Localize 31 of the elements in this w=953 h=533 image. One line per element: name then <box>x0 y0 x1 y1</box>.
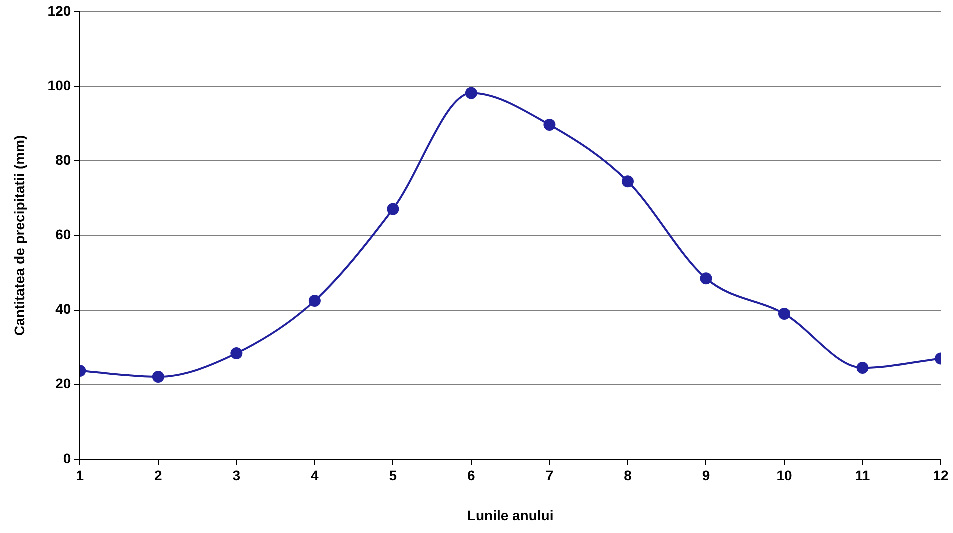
point <box>387 203 400 216</box>
x-tick-label: 8 <box>624 468 632 484</box>
y-axis-title: Cantitatea de precipitatii (mm) <box>11 135 28 336</box>
x-axis-title: Lunile anului <box>467 507 554 524</box>
point <box>230 348 243 360</box>
y-tick-label: 100 <box>48 77 72 94</box>
point <box>544 118 556 131</box>
point <box>856 362 869 374</box>
y-tick-label: 80 <box>56 152 72 168</box>
x-tick-label: 5 <box>389 468 398 484</box>
x-tick-label: 7 <box>546 468 554 484</box>
point <box>465 87 478 100</box>
x-tick-label: 11 <box>855 468 870 484</box>
point <box>778 308 790 320</box>
point <box>152 371 164 384</box>
point <box>622 176 634 188</box>
y-tick-label: 40 <box>56 301 72 318</box>
x-tick-label: 4 <box>311 468 320 484</box>
y-tick-label: 60 <box>56 226 72 243</box>
point <box>308 294 321 307</box>
x-tick-label: 12 <box>933 468 949 484</box>
point <box>700 272 712 285</box>
y-tick-label: 20 <box>56 376 72 392</box>
x-tick-label: 3 <box>232 468 241 484</box>
x-tick-label: 10 <box>776 468 792 484</box>
x-tick-label: 1 <box>76 468 84 484</box>
y-tick-label: 0 <box>63 450 72 466</box>
x-tick-label: 9 <box>702 468 710 484</box>
x-tick-label: 6 <box>468 468 476 484</box>
x-tick-label: 2 <box>154 468 163 484</box>
y-tick-label: 120 <box>48 2 72 19</box>
